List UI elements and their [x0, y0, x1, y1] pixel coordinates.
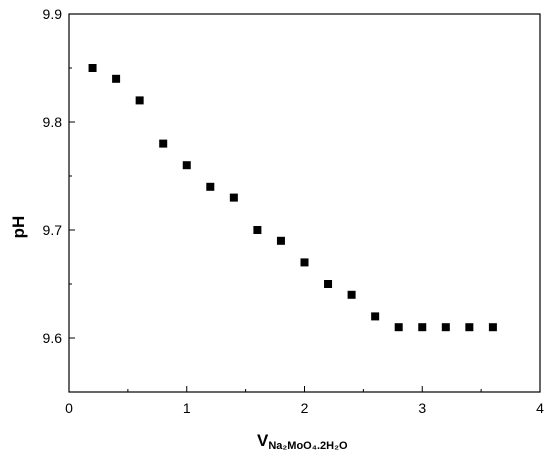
data-point [300, 258, 309, 267]
data-point [394, 323, 403, 332]
x-tick-label: 1 [183, 400, 191, 416]
data-point [112, 74, 121, 83]
data-point [159, 139, 168, 148]
data-point [135, 96, 144, 105]
x-tick-label: 2 [301, 400, 309, 416]
data-point [206, 182, 215, 191]
x-tick-label: 4 [536, 400, 544, 416]
x-axis-title-main: V [257, 431, 269, 450]
data-point [488, 323, 497, 332]
data-point [88, 64, 97, 72]
x-tick-label: 3 [418, 400, 426, 416]
y-axis-title: pH [9, 216, 28, 239]
x-axis-title-subscript: Na₂MoO₄.2H₂O [268, 440, 348, 452]
data-point [465, 323, 474, 332]
plot-frame [68, 13, 541, 393]
data-point [418, 323, 427, 332]
x-tick-label: 0 [65, 400, 73, 416]
tick-labels: 0 1 2 3 4 9.6 9.7 9.8 9.9 [43, 6, 545, 416]
y-tick-label: 9.6 [43, 330, 63, 346]
data-point [441, 323, 450, 332]
data-point [229, 193, 238, 202]
y-tick-label: 9.7 [43, 222, 63, 238]
x-axis-title: VNa₂MoO₄.2H₂O [257, 431, 348, 452]
data-point [371, 312, 380, 321]
data-points [88, 64, 497, 332]
y-tick-label: 9.8 [43, 114, 63, 130]
data-point [276, 236, 285, 245]
plot-border [68, 13, 541, 393]
data-point [347, 290, 356, 299]
data-point [253, 226, 262, 234]
axis-ticks [68, 13, 541, 393]
data-point [324, 280, 333, 288]
data-point [182, 161, 191, 170]
y-tick-label: 9.9 [43, 6, 63, 22]
